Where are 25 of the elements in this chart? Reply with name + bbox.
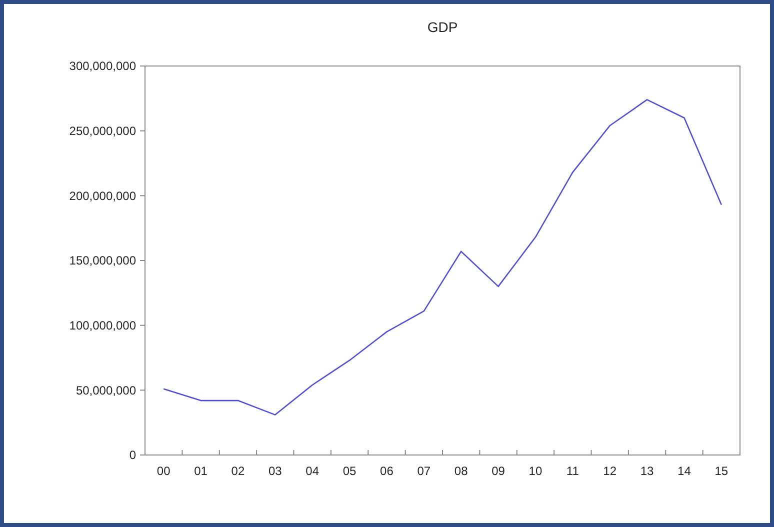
x-tick-label: 11 [566,464,580,478]
x-tick-label: 13 [640,464,654,478]
y-tick-label: 50,000,000 [76,383,136,398]
x-tick-label: 02 [231,464,245,478]
y-tick-label: 250,000,000 [69,124,136,138]
x-tick-label: 06 [380,464,394,478]
x-tick-label: 00 [156,464,171,478]
x-tick-label: 12 [603,464,617,478]
y-tick-label: 200,000,000 [69,188,136,203]
x-tick-label: 01 [194,464,208,478]
line-series [162,99,722,416]
x-tick-label: 08 [454,464,468,478]
x-tick-label: 07 [417,464,431,478]
x-tick-label: 04 [306,464,320,478]
x-tick-label: 15 [714,464,728,478]
x-tick-label: 05 [342,464,357,478]
x-tick-label: 14 [678,464,692,478]
chart-title: GDP [427,19,458,35]
x-tick-label: 09 [492,464,506,478]
x-tick-label: 03 [268,464,282,478]
y-tick-label: 0 [129,448,136,462]
y-tick-label: 150,000,000 [69,254,136,268]
x-tick-label: 10 [528,464,542,478]
y-tick-label: 300,000,000 [69,59,136,74]
y-tick-label: 100,000,000 [69,318,136,333]
